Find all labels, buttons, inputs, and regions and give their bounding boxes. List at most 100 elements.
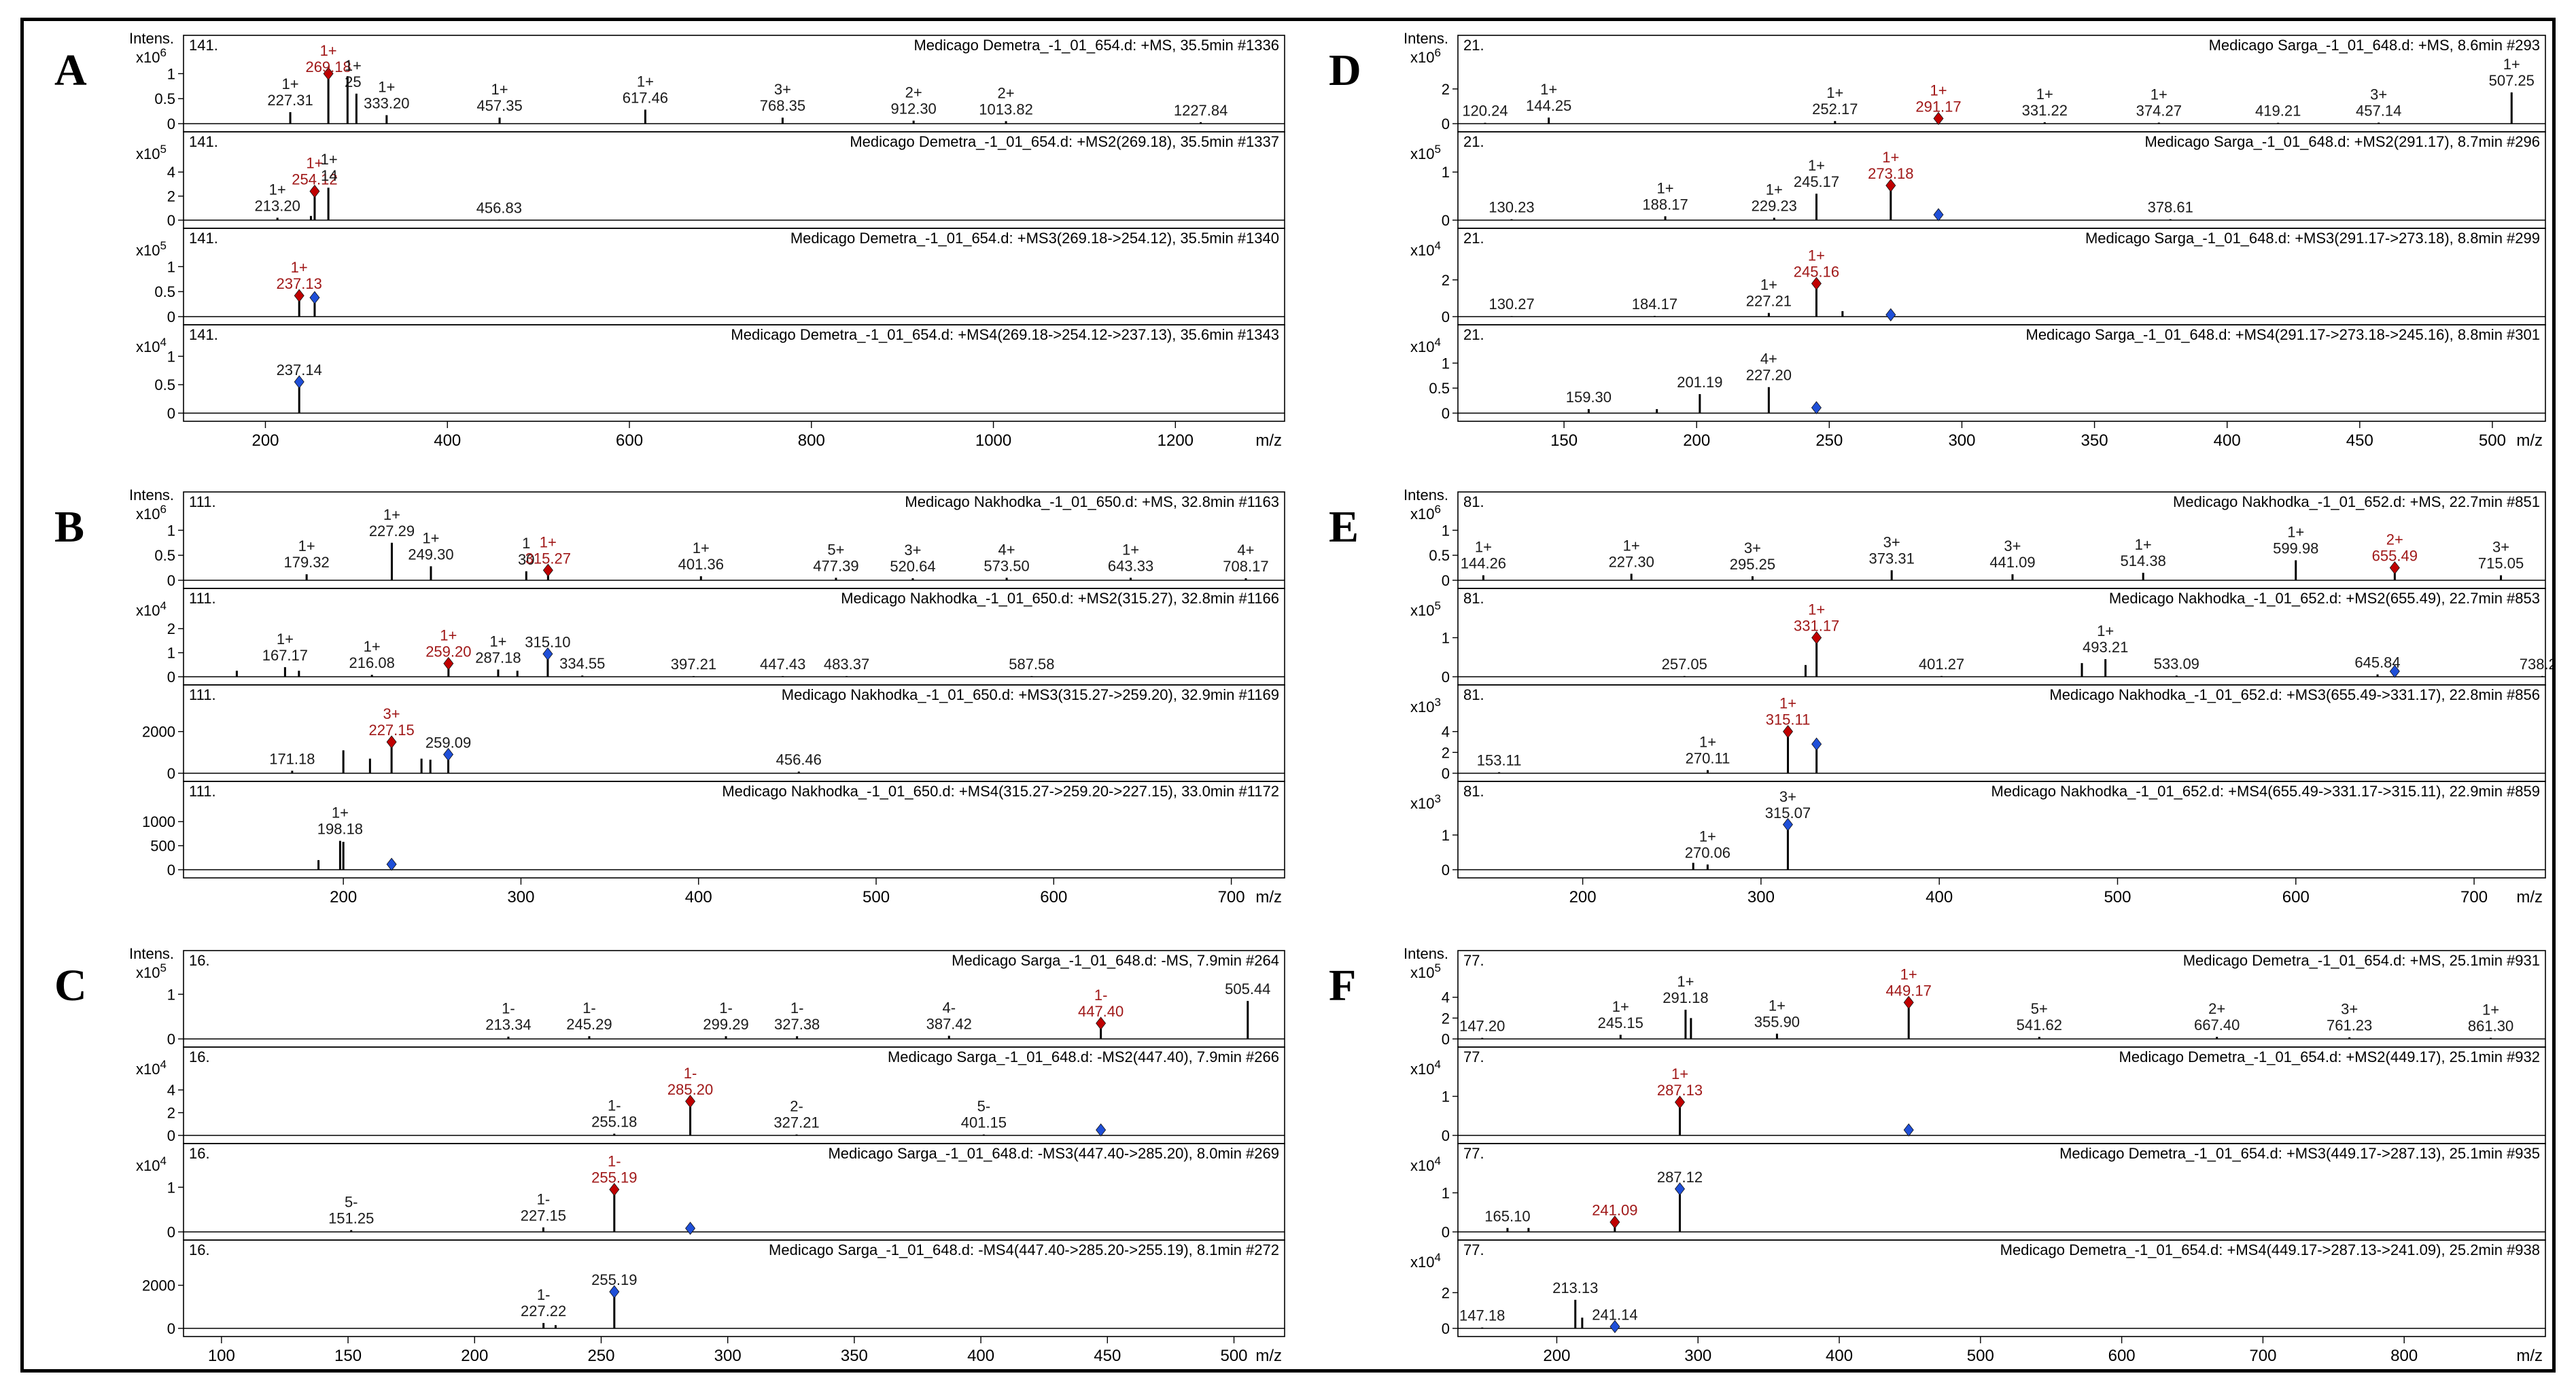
isolated-marker — [443, 747, 454, 762]
peak-charge: 1- — [719, 1000, 733, 1016]
peak-label: 315.07 — [1765, 804, 1811, 821]
spectrum-row-1: Intens.x105 77. Medicago Demetra_-1_01_654… — [1404, 945, 2546, 1048]
intensity-exponent: x106 — [1410, 46, 1441, 66]
peak-charge: 1+ — [540, 533, 557, 550]
peak-label: 201.19 — [1677, 374, 1722, 391]
x-tick-label: 600 — [1040, 888, 1067, 905]
isolated-marker — [294, 375, 304, 389]
peak-charge: 2+ — [998, 84, 1015, 101]
x-tick-label: 250 — [1815, 431, 1843, 448]
y-tick-label: 0.5 — [154, 547, 175, 564]
intensity-exponent: x106 — [136, 503, 167, 523]
row-header: Medicago Nakhodka_-1_01_650.d: +MS2(315.… — [841, 590, 1279, 607]
isolated-marker — [609, 1285, 620, 1298]
isolated-marker — [386, 857, 397, 871]
x-tick-label: 300 — [714, 1347, 742, 1364]
peak-charge: 1+ — [2503, 56, 2520, 73]
row-header: Medicago Demetra_-1_01_654.d: +MS4(269.1… — [731, 326, 1279, 343]
peak-charge: 1+ — [637, 73, 654, 90]
row-index: 16. — [189, 1048, 210, 1065]
row-index: 77. — [1463, 1241, 1484, 1258]
peak-charge: 1+ — [383, 506, 400, 523]
panel-letter-b: B — [54, 502, 85, 552]
y-tick-label: 0 — [1442, 572, 1450, 589]
x-tick-label: 700 — [2249, 1347, 2276, 1364]
spectrum-row-2: x105 81. Medicago Nakhodka_-1_01_652.d: +M… — [1410, 588, 2552, 686]
row-index: 111. — [189, 686, 216, 703]
intensity-exponent: x105 — [1410, 961, 1441, 981]
spectra-panel-a: Intens.x106 141. Medicago Demetra_-1_01_65… — [129, 30, 1285, 448]
spectrum-row-4: 111. Medicago Nakhodka_-1_01_650.d: +MS4(… — [142, 781, 1285, 879]
peak-label: 315.27 — [525, 550, 571, 567]
row-index: 77. — [1463, 952, 1484, 969]
y-tick-label: 0 — [1442, 1224, 1450, 1241]
peak-label: 245.29 — [566, 1016, 612, 1033]
peak-label: 541.62 — [2017, 1016, 2062, 1033]
peak-charge: 1+ — [1779, 695, 1796, 712]
x-tick-label: 200 — [1683, 431, 1710, 448]
isolated-marker — [1811, 737, 1822, 751]
peak-label: 252.17 — [1812, 101, 1858, 118]
y-tick-label: 2 — [1442, 744, 1450, 761]
peak-charge: 3+ — [383, 705, 400, 722]
x-tick-label: 100 — [208, 1347, 235, 1364]
peak-label: 227.29 — [369, 523, 415, 540]
x-tick-label: 200 — [251, 431, 279, 448]
peak-charge: 1+ — [364, 638, 381, 655]
isolated-marker — [685, 1222, 696, 1235]
peak-charge: 3+ — [2370, 86, 2387, 103]
intensity-exponent: x104 — [136, 1058, 167, 1078]
peak-label: 270.11 — [1686, 749, 1730, 766]
x-tick-label: 200 — [1569, 888, 1597, 905]
intensity-exponent: x105 — [136, 239, 167, 259]
row-index: 141. — [189, 133, 218, 150]
x-tick-label: 300 — [1948, 431, 1975, 448]
peak-label: 130.27 — [1489, 296, 1534, 313]
y-tick-label: 0.5 — [1429, 547, 1450, 564]
peak-label: 227.30 — [1609, 553, 1654, 570]
peak-label: 331.22 — [2022, 102, 2068, 119]
peak-label: 514.38 — [2121, 552, 2166, 569]
intens-label: Intens. — [1404, 487, 1448, 503]
peak-label: 245.15 — [1598, 1014, 1643, 1031]
peak-charge: 1+ — [1677, 973, 1694, 990]
x-axis-label: m/z — [2516, 431, 2543, 448]
row-index: 21. — [1463, 230, 1484, 247]
intensity-exponent: x105 — [1410, 599, 1441, 619]
x-tick-label: 1200 — [1158, 431, 1194, 448]
y-tick-label: 0 — [167, 669, 175, 686]
peak-charge: 1- — [684, 1065, 697, 1082]
mz-axis: 150 200 250 300 350 400 450 500 m/z — [1550, 421, 2543, 448]
peak-label: 334.55 — [559, 655, 605, 672]
peak-label: 254.12 — [292, 171, 337, 188]
intensity-exponent: x104 — [136, 1154, 167, 1174]
intensity-exponent: x106 — [136, 46, 167, 66]
precursor-marker — [1674, 1095, 1686, 1109]
row-index: 16. — [189, 1145, 210, 1162]
peak-label: 227.22 — [521, 1303, 566, 1320]
peak-charge: 2- — [790, 1098, 803, 1115]
y-tick-label: 1 — [1442, 630, 1450, 647]
peak-charge: 1+ — [1808, 601, 1825, 618]
y-tick-label: 0 — [1442, 212, 1450, 229]
x-tick-label: 700 — [1218, 888, 1245, 905]
spectra-panel-c: Intens.x105 16. Medicago Sarga_-1_01_648.d… — [129, 945, 1285, 1364]
y-tick-label: 2 — [1442, 81, 1450, 98]
row-index: 141. — [189, 326, 218, 343]
row-header: Medicago Nakhodka_-1_01_652.d: +MS3(655.… — [2049, 686, 2540, 703]
peak-label: 397.21 — [671, 656, 716, 673]
peak-charge: 1+ — [1540, 81, 1557, 98]
peak-label: 255.18 — [591, 1113, 637, 1130]
peak-label: 477.39 — [813, 557, 858, 574]
y-tick-label: 1 — [1442, 827, 1450, 844]
spectrum-row-3: x104 21. Medicago Sarga_-1_01_648.d: +MS3(… — [1410, 228, 2546, 325]
peak-charge: 1- — [790, 1000, 804, 1016]
peak-charge: 2+ — [2208, 1000, 2225, 1017]
y-tick-label: 0 — [1442, 308, 1450, 325]
peak-label: 299.29 — [703, 1016, 748, 1033]
y-tick-label: 1 — [167, 1179, 175, 1196]
peak-charge: 3+ — [1883, 533, 1900, 550]
peak-charge: 1+ — [2135, 536, 2152, 553]
y-tick-label: 2 — [1442, 1284, 1450, 1301]
peak-label: 130.23 — [1489, 199, 1534, 216]
